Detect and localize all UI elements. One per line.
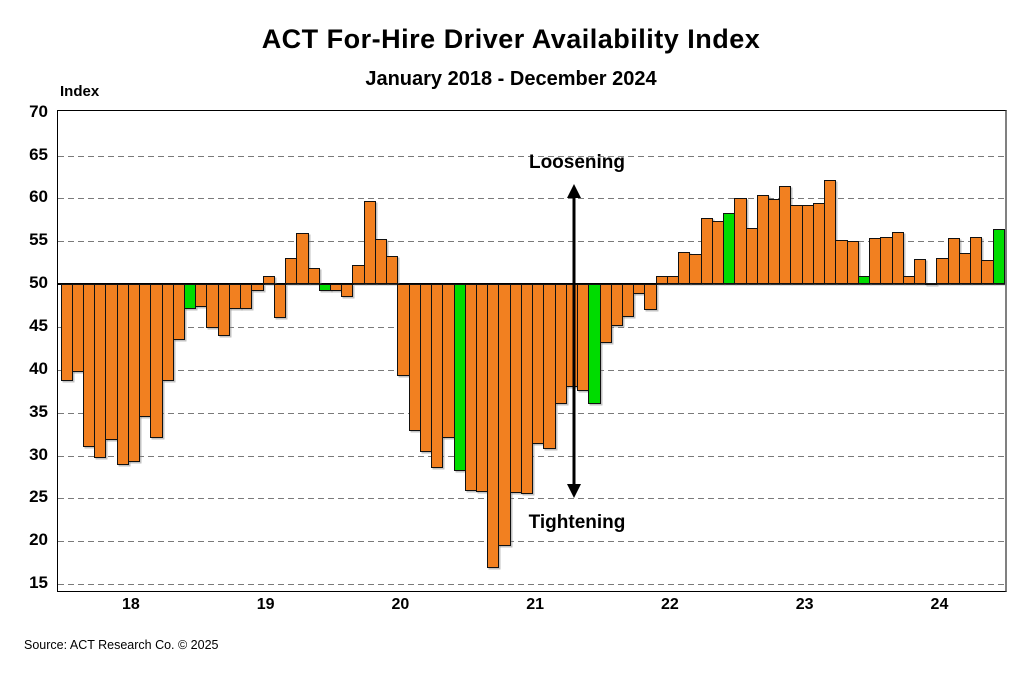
gridline-25 <box>58 498 1005 500</box>
bar <box>824 180 837 285</box>
gridline-20 <box>58 541 1005 543</box>
x-tick-label-18: 18 <box>121 596 140 613</box>
x-tick-label-19: 19 <box>256 596 275 613</box>
y-tick-label-30: 30 <box>29 444 48 464</box>
bar <box>622 284 635 317</box>
y-tick-label-15: 15 <box>29 573 48 593</box>
gridline-15 <box>58 584 1005 586</box>
bar-december-highlight <box>992 229 1005 285</box>
x-tick-label-21: 21 <box>526 596 545 613</box>
bar <box>296 232 309 285</box>
bar <box>341 284 354 297</box>
gridline-55 <box>58 241 1005 243</box>
bar <box>262 275 275 285</box>
bar <box>644 284 657 310</box>
bar <box>846 241 859 285</box>
loosening-annotation: Loosening <box>528 152 626 173</box>
y-tick-label-50: 50 <box>29 273 48 293</box>
bar <box>891 231 904 285</box>
bar <box>386 255 399 285</box>
bar <box>307 267 320 285</box>
bar-december-highlight <box>588 284 601 405</box>
y-tick-label-60: 60 <box>29 187 48 207</box>
x-tick-label-22: 22 <box>661 596 679 613</box>
y-tick-label-25: 25 <box>29 487 48 507</box>
bar <box>913 259 927 285</box>
bar <box>273 284 287 318</box>
bar <box>217 284 230 337</box>
y-tick-label-45: 45 <box>29 316 48 335</box>
x-tick-label-24: 24 <box>930 596 949 613</box>
x-tick-label-20: 20 <box>391 596 410 613</box>
loosening-tightening-arrow <box>572 194 575 488</box>
tightening-annotation: Tightening <box>528 512 626 533</box>
plot-area <box>57 110 1007 592</box>
y-tick-label-55: 55 <box>29 230 48 250</box>
y-tick-label-40: 40 <box>29 358 48 378</box>
arrowhead-down-icon <box>566 484 581 498</box>
y-tick-label-70: 70 <box>29 101 48 121</box>
source-credit: Source: ACT Research Co. © 2025 <box>24 638 219 652</box>
x-tick-label-23: 23 <box>795 596 814 613</box>
arrowhead-up-icon <box>566 184 581 198</box>
bar <box>240 284 253 309</box>
chart-title: ACT For-Hire Driver Availability Index <box>261 24 761 54</box>
y-axis-title: Index <box>60 83 100 100</box>
gridline-60 <box>58 198 1005 200</box>
bar <box>251 284 264 291</box>
chart-subtitle: January 2018 - December 2024 <box>365 68 657 90</box>
y-tick-label-65: 65 <box>29 144 48 164</box>
bar <box>925 283 938 286</box>
gridline-65 <box>58 155 1005 157</box>
y-tick-label-35: 35 <box>29 401 48 421</box>
y-tick-label-20: 20 <box>29 530 48 550</box>
bar <box>172 284 186 340</box>
